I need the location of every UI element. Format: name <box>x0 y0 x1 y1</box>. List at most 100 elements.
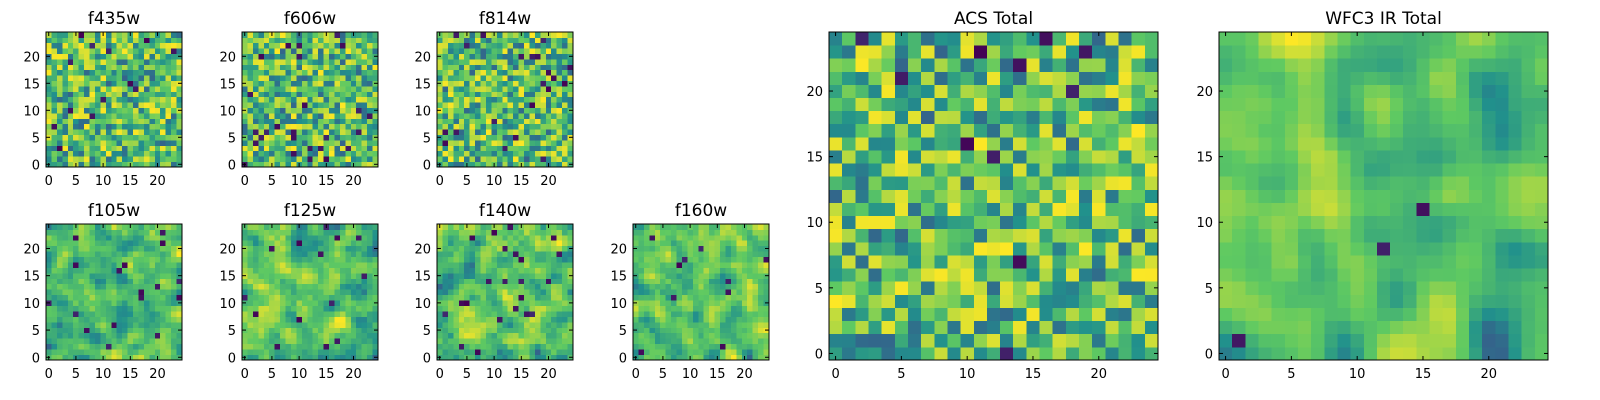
heatmap-cell <box>562 283 568 290</box>
heatmap-cell <box>176 256 183 263</box>
heatmap-cell <box>307 161 314 168</box>
heatmap-cell <box>868 268 883 282</box>
heatmap-cell <box>361 327 368 334</box>
heatmap-cell <box>758 229 764 236</box>
heatmap-cell <box>747 272 754 279</box>
heatmap-cell <box>442 91 449 98</box>
heatmap-cell <box>285 37 292 44</box>
heatmap-cell <box>122 102 128 108</box>
heatmap-cell <box>367 283 373 290</box>
heatmap-cell <box>307 118 314 125</box>
heatmap-cell <box>318 229 324 236</box>
heatmap-cell <box>447 64 454 71</box>
heatmap-cell <box>534 48 541 54</box>
heatmap-cell <box>687 256 694 263</box>
heatmap-cell <box>469 59 476 65</box>
heatmap-cell <box>285 278 292 285</box>
heatmap-cell <box>665 311 672 317</box>
heatmap-cell <box>502 134 509 141</box>
heatmap-cell <box>67 343 74 350</box>
heatmap-cell <box>741 349 748 355</box>
heatmap-cell <box>665 262 672 268</box>
heatmap-cell <box>453 267 460 274</box>
heatmap-cell <box>143 321 150 328</box>
heatmap-cell <box>540 272 547 279</box>
heatmap-cell <box>252 37 259 44</box>
heatmap-cell <box>165 224 172 230</box>
heatmap-cell <box>149 150 156 157</box>
heatmap-cell <box>111 229 118 236</box>
heatmap-cell <box>1026 255 1040 269</box>
heatmap-cell <box>524 69 530 76</box>
heatmap-cell <box>296 134 303 141</box>
heatmap-cell <box>881 189 896 203</box>
heatmap-cell <box>447 134 454 141</box>
heatmap-cell <box>296 327 303 334</box>
heatmap-cell <box>78 267 85 274</box>
heatmap-cell <box>676 354 683 361</box>
heatmap-cell <box>524 245 530 252</box>
heatmap-cell <box>290 37 297 44</box>
heatmap-cell <box>367 86 373 92</box>
heatmap-cell <box>881 333 896 348</box>
heatmap-cell <box>274 140 281 146</box>
heatmap-cell <box>540 354 547 361</box>
heatmap-cell <box>127 91 134 98</box>
heatmap-cell <box>947 294 961 308</box>
heatmap-cell <box>138 42 145 49</box>
heatmap-cell <box>752 267 759 274</box>
heatmap-cell <box>105 118 112 125</box>
heatmap-cell <box>367 150 373 157</box>
heatmap-cell <box>654 294 661 301</box>
heatmap-cell <box>269 80 276 87</box>
heatmap-cell <box>464 283 471 290</box>
heatmap-cell <box>67 113 74 119</box>
heatmap-cell <box>165 283 172 290</box>
heatmap-cell <box>1000 255 1014 269</box>
heatmap-cell <box>258 311 265 317</box>
heatmap-cell <box>534 123 541 130</box>
heatmap-cell <box>242 156 248 162</box>
heatmap-cell <box>323 53 330 60</box>
heatmap-cell <box>94 145 101 152</box>
heatmap-cell <box>529 42 536 49</box>
heatmap-cell <box>51 80 58 87</box>
heatmap-cell <box>1065 241 1080 256</box>
x-tick-label: 20 <box>736 367 753 382</box>
heatmap-cell <box>714 338 721 345</box>
heatmap-cell <box>720 283 726 290</box>
heatmap-cell <box>453 289 460 296</box>
x-tick-label: 5 <box>72 174 80 189</box>
heatmap-cell <box>105 75 112 81</box>
heatmap-cell <box>51 327 58 334</box>
heatmap-cell <box>301 262 308 268</box>
heatmap-cell <box>480 256 487 263</box>
heatmap-cell <box>458 343 465 350</box>
heatmap-cell <box>730 311 737 317</box>
heatmap-cell <box>1144 241 1159 256</box>
heatmap-cell <box>855 307 869 322</box>
heatmap-cell <box>67 107 74 114</box>
heatmap-cell <box>318 75 324 81</box>
heatmap-cell <box>160 289 167 296</box>
heatmap-cell <box>73 343 80 350</box>
heatmap-cell <box>496 161 503 168</box>
heatmap-cell <box>534 272 541 279</box>
heatmap-cell <box>301 102 308 108</box>
heatmap-cell <box>339 300 346 306</box>
heatmap-cell <box>475 267 481 274</box>
heatmap-cell <box>154 234 161 241</box>
heatmap-cell <box>556 305 563 312</box>
heatmap-cell <box>709 256 715 263</box>
heatmap-cell <box>534 75 541 81</box>
heatmap-cell <box>1039 176 1054 190</box>
heatmap-cell <box>274 69 281 76</box>
heatmap-cell <box>67 245 74 252</box>
heatmap-cell <box>973 176 988 190</box>
heatmap-cell <box>491 327 498 334</box>
heatmap-cell <box>329 234 335 241</box>
heatmap-cell <box>165 161 172 168</box>
heatmap-cell <box>339 251 346 258</box>
heatmap-cell <box>703 354 710 361</box>
heatmap-cell <box>242 311 248 317</box>
